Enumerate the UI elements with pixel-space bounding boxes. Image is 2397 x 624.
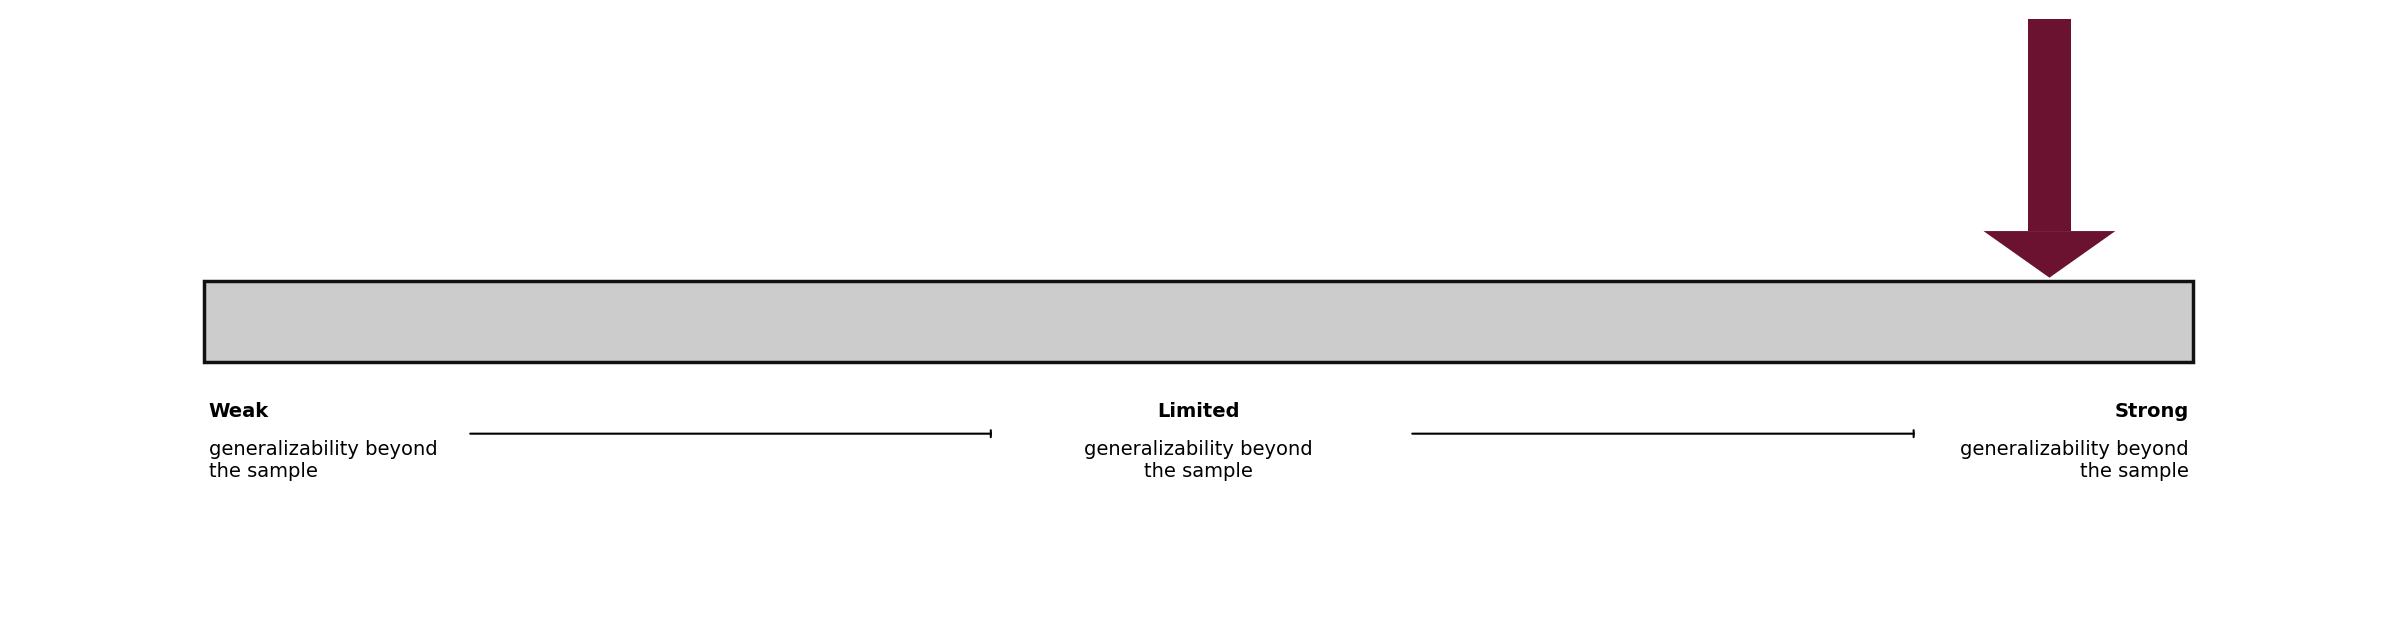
- Bar: [204, 281, 2193, 362]
- Text: generalizability beyond
the sample: generalizability beyond the sample: [209, 440, 436, 481]
- Text: generalizability beyond
the sample: generalizability beyond the sample: [1083, 440, 1314, 481]
- Text: Weak: Weak: [209, 402, 268, 421]
- Polygon shape: [1982, 231, 2114, 278]
- Text: Limited: Limited: [1158, 402, 1239, 421]
- Text: generalizability beyond
the sample: generalizability beyond the sample: [1961, 440, 2188, 481]
- Text: Strong: Strong: [2114, 402, 2188, 421]
- Bar: [2028, 19, 2071, 231]
